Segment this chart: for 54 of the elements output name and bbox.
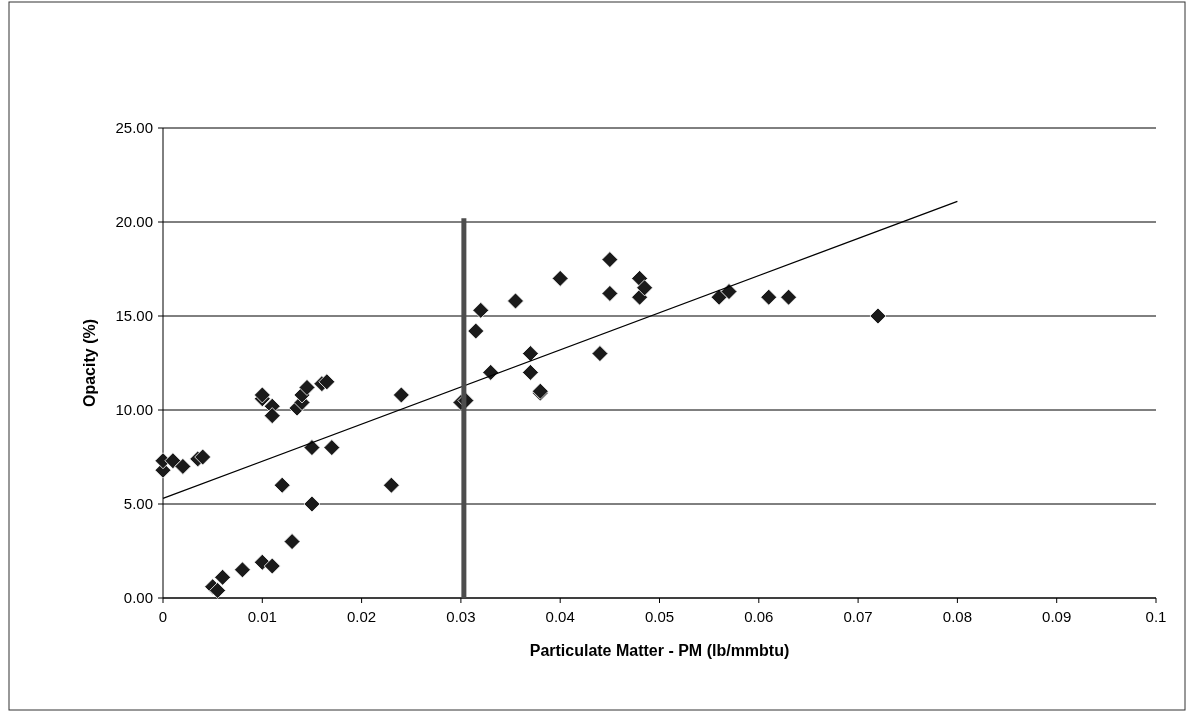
- point: [273, 476, 291, 494]
- point: [522, 345, 539, 362]
- x-axis-title: Particulate Matter - PM (lb/mmbtu): [529, 642, 790, 659]
- point: [631, 270, 649, 287]
- point: [720, 283, 738, 300]
- point: [263, 557, 281, 575]
- y-tick-label: 5.00: [123, 495, 153, 513]
- y-tick-label: 25.00: [115, 119, 153, 137]
- point: [392, 386, 410, 404]
- x-tick-label: 0.1: [1145, 608, 1167, 625]
- point: [760, 288, 778, 306]
- x-tick-label: 0.07: [843, 608, 873, 625]
- point: [303, 439, 321, 456]
- point: [710, 288, 728, 306]
- y-tick-label: 0.00: [123, 589, 153, 607]
- y-tick-label: 15.00: [115, 307, 153, 325]
- point: [591, 345, 609, 362]
- point: [601, 285, 619, 302]
- point: [253, 386, 271, 404]
- x-tick-label: 0.09: [1042, 608, 1072, 625]
- point: [467, 322, 485, 340]
- y-tick-label: 10.00: [115, 401, 153, 419]
- point: [636, 279, 654, 297]
- x-tick-label: 0.06: [744, 608, 774, 625]
- point: [382, 476, 400, 494]
- y-axis-title: Opacity (%): [81, 318, 98, 408]
- point: [283, 533, 301, 550]
- x-tick-label: 0: [158, 608, 168, 625]
- point: [507, 292, 524, 310]
- point: [318, 373, 336, 391]
- x-tick-label: 0.02: [347, 608, 377, 625]
- x-tick-label: 0.05: [644, 608, 675, 625]
- point: [214, 568, 231, 586]
- point: [323, 439, 341, 456]
- point: [780, 288, 797, 306]
- point: [601, 251, 619, 268]
- point: [472, 301, 490, 319]
- point: [209, 582, 227, 599]
- point: [551, 270, 569, 287]
- point: [253, 553, 271, 571]
- x-tick-label: 0.03: [446, 608, 476, 625]
- point: [194, 448, 212, 466]
- point: [263, 407, 281, 425]
- x-tick-label: 0.01: [247, 608, 277, 625]
- point: [303, 495, 321, 513]
- point: [298, 379, 316, 396]
- point: [522, 364, 539, 381]
- x-tick-label: 0.08: [942, 608, 972, 625]
- point: [174, 458, 192, 475]
- x-tick-label: 0.04: [545, 608, 575, 625]
- y-tick-label: 20.00: [115, 213, 153, 231]
- point: [164, 452, 182, 470]
- point: [234, 561, 251, 579]
- point: [869, 307, 887, 325]
